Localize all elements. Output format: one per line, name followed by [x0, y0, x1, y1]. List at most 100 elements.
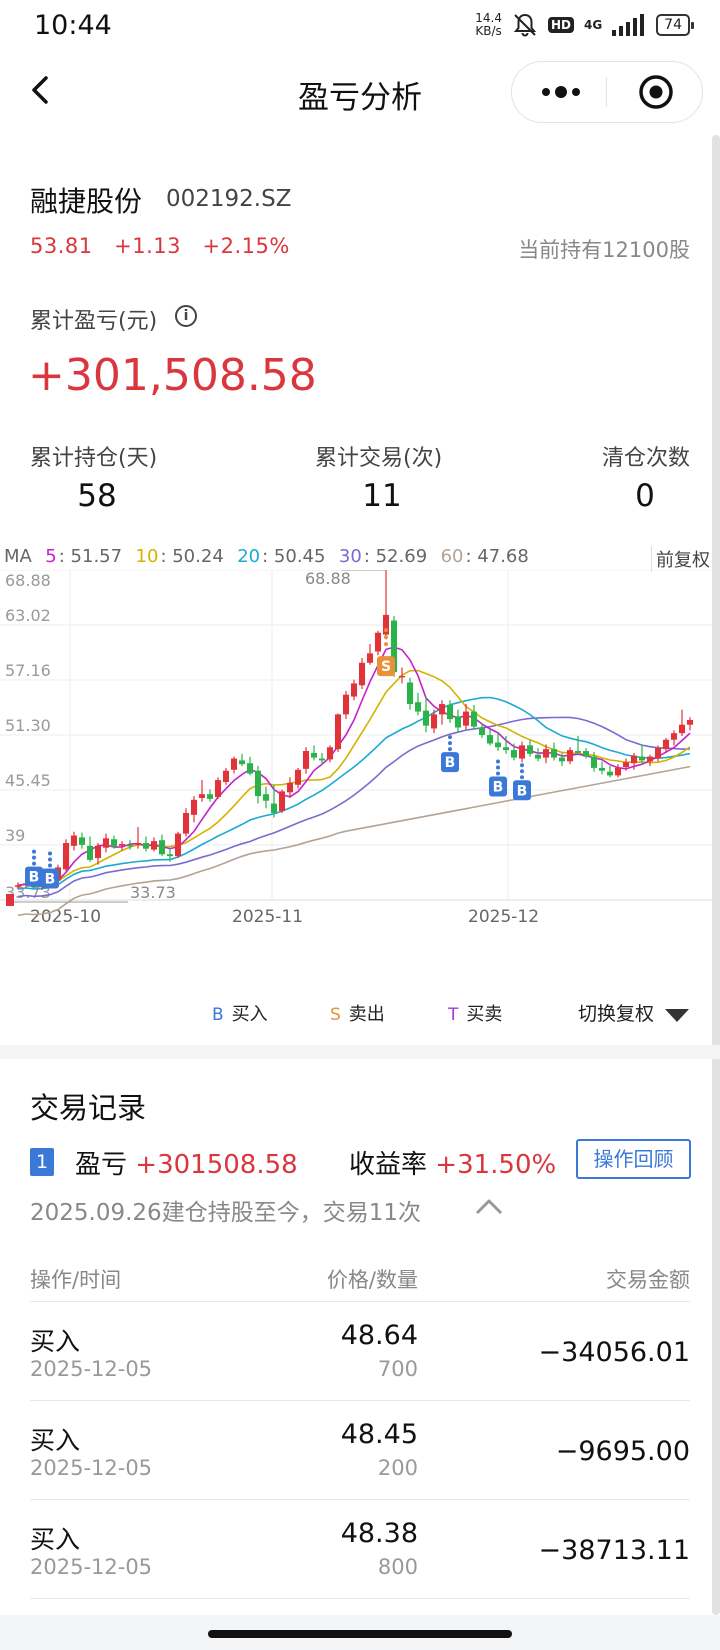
holding-shares: 当前持有12100股	[518, 238, 690, 262]
candle-body	[558, 757, 566, 762]
triangle-down-icon	[665, 1008, 690, 1022]
page-title: 盈亏分析	[298, 80, 422, 116]
candle-body	[622, 762, 630, 767]
candle-body	[646, 756, 654, 762]
row-qty: 200	[377, 1456, 418, 1480]
candle-body	[286, 782, 294, 793]
candle-body	[102, 838, 110, 848]
record-return: 收益率 +31.50%	[349, 1150, 557, 1180]
candle-body	[598, 767, 606, 771]
row-qty: 800	[377, 1555, 418, 1579]
candle-body	[278, 791, 286, 812]
ma10-key: 10	[135, 546, 159, 567]
buy-marker[interactable]: B	[25, 866, 43, 887]
marker-dot	[448, 735, 452, 740]
chevron-up-icon[interactable]	[474, 1196, 504, 1216]
buy-marker[interactable]: B	[489, 776, 507, 797]
divider	[30, 1400, 690, 1401]
candle-body	[222, 770, 230, 782]
hd-icon: HD	[547, 17, 574, 33]
divider	[30, 1598, 690, 1599]
candle-body	[238, 760, 246, 765]
row-amount: −9695.00	[555, 1436, 690, 1467]
candle-body	[502, 747, 510, 751]
candle-body	[158, 840, 166, 855]
buy-marker[interactable]: B	[41, 868, 59, 889]
candle-body	[206, 794, 214, 799]
record-pnl-value: +301508.58	[135, 1150, 298, 1180]
divider	[30, 1301, 690, 1302]
sell-marker[interactable]: S	[377, 656, 395, 677]
max-price-label: 68.88	[305, 570, 351, 588]
candle-body	[574, 751, 582, 753]
marker-dot	[496, 759, 500, 764]
marker-label: B	[45, 872, 56, 888]
buy-marker[interactable]: B	[441, 752, 459, 773]
legend-sell: S 卖出	[330, 1004, 385, 1025]
stock-quote: 53.81 +1.13 +2.15%	[30, 234, 290, 258]
candle-body	[214, 780, 222, 798]
bell-off-icon	[513, 13, 537, 37]
ma-prefix: MA	[4, 546, 32, 567]
battery-icon: 74	[656, 14, 694, 36]
candle-body	[166, 854, 174, 857]
y-tick-label: 45.45	[5, 771, 51, 790]
clear-count-label: 清仓次数	[601, 446, 690, 471]
col-header-amount: 交易金额	[606, 1268, 690, 1292]
candle-body	[486, 735, 494, 744]
ma10-line	[17, 669, 691, 887]
marker-badge	[441, 752, 459, 773]
row-amount: −34056.01	[538, 1337, 690, 1368]
candle-body	[630, 755, 638, 764]
ma5-key: 5	[45, 546, 57, 567]
back-chevron-icon[interactable]	[26, 70, 56, 110]
kline-chart[interactable]: 68.88 63.02 57.16 51.30 45.45 39 33.73 2025-10 2…	[0, 570, 720, 960]
candle-body	[78, 837, 86, 845]
ma60-value: 47.68	[477, 546, 529, 567]
candle-body	[494, 742, 502, 748]
candle-body	[510, 750, 518, 758]
row-date: 2025-12-05	[30, 1357, 153, 1381]
candle-body	[366, 653, 374, 663]
marker-dot	[496, 765, 500, 770]
status-time: 10:44	[34, 10, 112, 41]
target-icon[interactable]	[638, 74, 674, 110]
marker-badge	[377, 656, 395, 677]
candle-body	[542, 749, 550, 758]
min-candle-marker	[6, 894, 14, 906]
row-qty: 700	[377, 1357, 418, 1381]
switch-adjust-button[interactable]: 切换复权	[578, 999, 690, 1026]
stock-change-pct: +2.15%	[202, 234, 290, 258]
candle-body	[430, 714, 438, 729]
holding-days-value: 58	[77, 478, 117, 514]
candle-body	[686, 720, 694, 725]
candle-body	[270, 803, 278, 813]
marker-dot	[520, 775, 524, 780]
marker-dot	[384, 635, 388, 640]
ma20-value: 50.45	[273, 546, 326, 567]
position-summary: 2025.09.26建仓持股至今，交易11次	[30, 1200, 421, 1226]
candle-body	[518, 745, 526, 759]
candle-body	[358, 662, 366, 686]
col-header-price: 价格/数量	[326, 1268, 418, 1292]
candle-body	[70, 835, 78, 846]
legend-buy: B 买入	[212, 1004, 268, 1025]
candle-body	[310, 752, 318, 758]
clear-count-value: 0	[635, 478, 655, 514]
ma60-line	[17, 765, 691, 917]
row-price: 48.64	[340, 1320, 418, 1351]
home-indicator[interactable]	[208, 1630, 512, 1638]
ma60-key: 60	[440, 546, 464, 567]
more-dots-icon[interactable]	[538, 84, 584, 100]
candle-body	[262, 794, 270, 801]
marker-badge	[25, 866, 43, 887]
ma5-value: 51.57	[70, 546, 123, 567]
adjust-toggle[interactable]: 前复权	[651, 546, 710, 572]
marker-badge	[513, 780, 531, 801]
ma-legend: MA 5: 51.57 10: 50.24 20: 50.45 30: 52.6…	[4, 546, 529, 567]
buy-marker[interactable]: B	[513, 780, 531, 801]
operation-review-button[interactable]: 操作回顾	[576, 1139, 691, 1179]
candle-body	[526, 745, 534, 754]
info-icon[interactable]: i	[175, 305, 197, 327]
candle-body	[462, 711, 470, 726]
